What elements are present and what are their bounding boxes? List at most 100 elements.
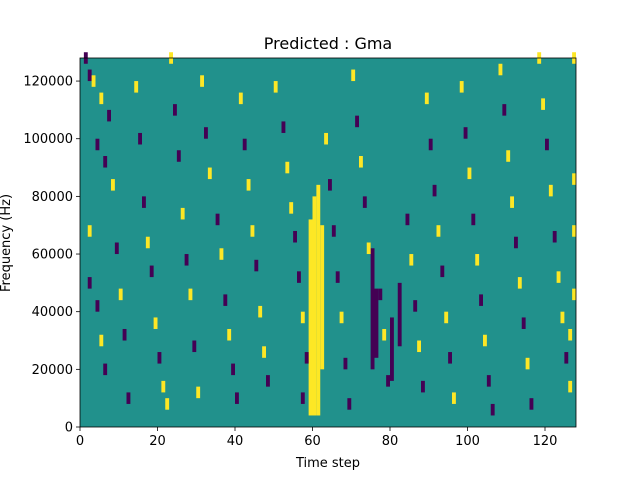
heatmap-cell	[444, 311, 449, 324]
heatmap-cell	[335, 271, 340, 283]
heatmap-cell	[250, 225, 255, 237]
heatmap-cell	[258, 305, 263, 318]
heatmap-cell	[161, 380, 166, 393]
heatmap-cell	[273, 81, 278, 93]
heatmap-cell	[254, 259, 259, 272]
heatmap-cell	[556, 271, 561, 283]
heatmap-cell	[99, 334, 104, 347]
y-tick-label: 80000	[32, 190, 73, 205]
heatmap-cell	[440, 265, 445, 278]
heatmap-cell	[459, 81, 464, 93]
heatmap-cell	[471, 213, 476, 226]
heatmap-cell	[173, 104, 177, 116]
heatmap-cell	[448, 352, 452, 364]
x-tick-label: 120	[533, 434, 558, 449]
heatmap-cell	[409, 254, 414, 266]
heatmap-cell	[300, 311, 305, 324]
heatmap-cell	[397, 282, 402, 347]
heatmap-cell	[215, 213, 220, 226]
heatmap-cell	[300, 392, 305, 404]
heatmap-cell	[138, 132, 142, 145]
heatmap-cell	[87, 69, 92, 82]
heatmap-cell	[475, 254, 480, 266]
heatmap-cell	[308, 219, 313, 416]
heatmap-cell	[366, 242, 371, 255]
heatmap-cell	[231, 363, 235, 376]
heatmap-cell	[107, 109, 111, 122]
heatmap-cell	[142, 196, 146, 208]
heatmap-cell	[316, 184, 321, 416]
heatmap-cell	[568, 380, 573, 393]
heatmap-cell	[176, 150, 181, 162]
heatmap-cell	[331, 225, 336, 237]
heatmap-cell	[548, 184, 553, 197]
heatmap-cell	[103, 363, 108, 376]
heatmap-cell	[486, 375, 491, 387]
heatmap-background	[80, 58, 576, 427]
heatmap-cell	[564, 352, 569, 364]
heatmap-cell	[382, 328, 387, 341]
heatmap-cell	[227, 328, 232, 341]
y-tick-label: 120000	[23, 75, 73, 90]
heatmap-cell	[200, 75, 204, 87]
heatmap-cell	[572, 173, 576, 185]
x-tick-label: 0	[76, 434, 84, 449]
heatmap-cell	[386, 375, 390, 387]
heatmap-cell	[293, 230, 297, 243]
heatmap-cell	[339, 311, 344, 324]
heatmap-cell	[374, 288, 379, 358]
heatmap-cell	[207, 167, 212, 180]
heatmap-cell	[320, 225, 325, 370]
heatmap-cell	[572, 288, 576, 301]
heatmap-cell	[266, 375, 270, 387]
heatmap-cell	[502, 104, 507, 116]
heatmap-cell	[541, 98, 545, 110]
heatmap-cell	[99, 92, 104, 105]
heatmap-cell	[157, 352, 162, 364]
y-tick-label: 100000	[23, 132, 73, 147]
heatmap-cell	[378, 288, 383, 301]
heatmap-cell	[510, 196, 514, 208]
heatmap-cell	[490, 403, 495, 416]
heatmap-cell	[122, 328, 127, 341]
heatmap-cell	[246, 179, 251, 191]
heatmap-cell	[347, 398, 352, 410]
x-tick-label: 100	[455, 434, 480, 449]
x-axis-label: Time step	[295, 456, 360, 471]
heatmap-cell	[324, 132, 328, 145]
plot-area	[79, 52, 577, 428]
heatmap-cell	[525, 357, 530, 370]
heatmap-cell	[552, 230, 557, 243]
heatmap-cell	[506, 150, 511, 162]
heatmap-cell	[436, 225, 441, 237]
x-tick-label: 20	[149, 434, 166, 449]
heatmap-cell	[289, 202, 294, 214]
heatmap-cell	[351, 69, 356, 82]
y-tick-label: 20000	[32, 363, 73, 378]
heatmap-cell	[196, 386, 201, 399]
heatmap-cell	[87, 277, 92, 289]
heatmap-cell	[297, 271, 301, 283]
heatmap-cell	[424, 92, 429, 105]
heatmap-cell	[545, 138, 549, 151]
heatmap-cell	[153, 317, 158, 329]
heatmap-cell	[343, 357, 348, 370]
heatmap-cell	[262, 346, 266, 358]
heatmap-cell	[285, 161, 290, 174]
y-tick-label: 60000	[32, 248, 73, 263]
heatmap-cell	[417, 340, 421, 353]
heatmap-cell	[467, 167, 472, 180]
heatmap-cell	[432, 184, 437, 197]
heatmap-cell	[242, 138, 247, 151]
heatmap-cell	[91, 75, 96, 87]
heatmap-cell	[514, 236, 518, 249]
x-tick-label: 40	[227, 434, 244, 449]
heatmap-cell	[560, 311, 565, 324]
heatmap-cell	[452, 392, 456, 404]
plot-frame	[79, 57, 577, 428]
heatmap-cell	[498, 63, 503, 76]
heatmap-cell	[521, 317, 526, 329]
heatmap-cell	[126, 392, 131, 404]
heatmap-cell	[95, 300, 100, 312]
